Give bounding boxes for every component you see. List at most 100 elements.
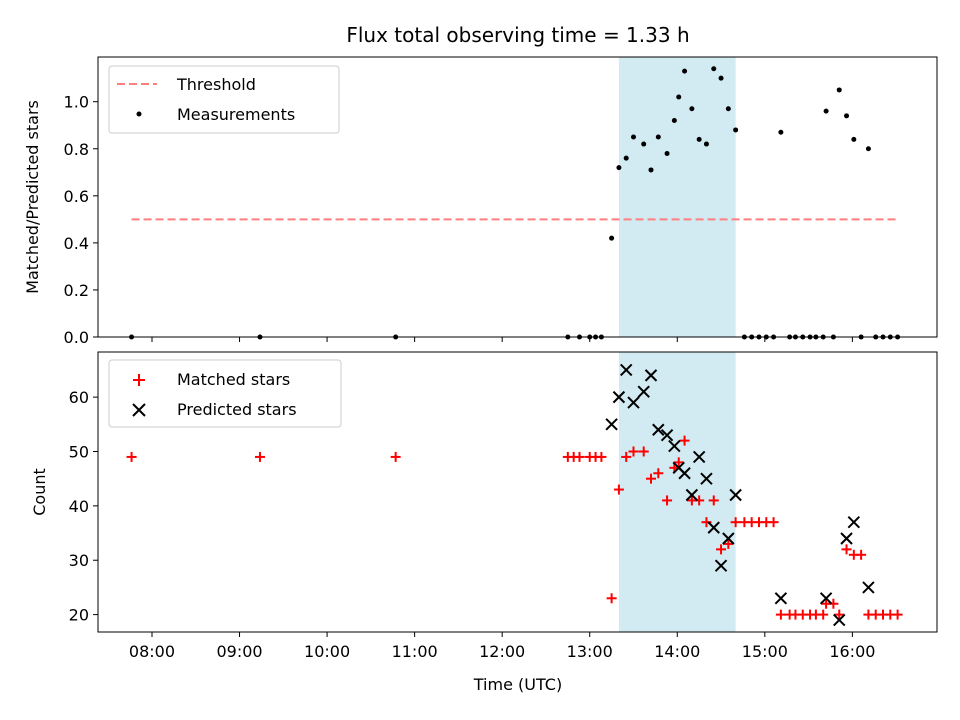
measurement-point xyxy=(682,68,688,74)
x-tick-label: 10:00 xyxy=(304,642,350,661)
top-series xyxy=(129,66,901,340)
top-y-axis-label: Matched/Predicted stars xyxy=(23,100,42,294)
measurement-point xyxy=(718,75,724,81)
measurement-point xyxy=(836,87,842,93)
matched-star-point xyxy=(694,495,705,506)
predicted-star-point xyxy=(729,488,742,502)
legend-measurements-swatch xyxy=(136,111,142,117)
matched-star-point xyxy=(730,517,741,528)
predicted-star-point xyxy=(652,423,665,436)
predicted-star-point xyxy=(668,439,681,453)
matched-star-point xyxy=(834,609,845,620)
measurement-point xyxy=(725,106,731,112)
matched-star-point xyxy=(653,468,664,479)
top-panel: Flux total observing time = 1.33 h 0.00.… xyxy=(23,23,938,347)
predicted-star-point xyxy=(605,418,618,431)
measurement-point xyxy=(733,127,739,133)
predicted-star-point xyxy=(722,532,735,545)
bottom-panel: 20 30 40 50 60 08:00 09:00 10:00 11:00 12:00 13:0… xyxy=(30,351,938,694)
predicted-star-point xyxy=(833,613,846,627)
predicted-star-point xyxy=(862,581,875,594)
predicted-star-point xyxy=(840,532,853,545)
predicted-star-point xyxy=(714,559,728,572)
measurement-point xyxy=(823,108,829,114)
measurement-point xyxy=(671,118,677,124)
x-tick-label: 09:00 xyxy=(216,642,262,661)
matched-star-point xyxy=(613,484,624,495)
matched-star-point xyxy=(716,544,727,555)
top-legend-box xyxy=(108,65,340,134)
predicted-star-point xyxy=(819,592,833,605)
matched-star-point xyxy=(646,473,657,484)
bottom-x-axis-label: Time (UTC) xyxy=(473,675,562,694)
top-shaded-interval xyxy=(618,57,736,337)
matched-star-point xyxy=(841,544,852,555)
bottom-legend-box xyxy=(108,359,342,428)
matched-star-point xyxy=(818,609,829,620)
matched-star-point xyxy=(856,549,867,560)
predicted-star-point xyxy=(660,428,674,442)
measurement-point xyxy=(844,113,850,119)
measurement-point xyxy=(609,235,615,241)
top-y-ticks: 0.0 0.2 0.4 0.6 0.8 1.0 xyxy=(64,93,98,347)
legend-threshold-label: Threshold xyxy=(176,75,256,94)
y-tick-label: 0.4 xyxy=(64,234,89,253)
matched-star-point xyxy=(126,451,137,462)
matched-star-point xyxy=(662,495,673,506)
matched-star-point xyxy=(574,451,585,462)
x-tick-label: 12:00 xyxy=(479,642,525,661)
predicted-star-point xyxy=(700,472,713,485)
top-legend: Threshold Measurements xyxy=(108,65,340,134)
measurement-point xyxy=(696,136,702,142)
x-tick-label: 16:00 xyxy=(829,642,875,661)
measurement-point xyxy=(851,136,857,142)
legend-predicted-label: Predicted stars xyxy=(177,400,297,419)
y-tick-label: 1.0 xyxy=(64,93,89,112)
matched-star-point xyxy=(638,446,649,457)
measurement-point xyxy=(648,167,654,173)
bottom-series xyxy=(126,363,903,627)
predicted-star-point xyxy=(644,369,658,382)
predicted-star-point xyxy=(678,467,691,480)
measurement-point xyxy=(641,141,647,147)
x-tick-label: 14:00 xyxy=(654,642,700,661)
matched-star-point xyxy=(775,609,786,620)
bottom-shaded-interval xyxy=(618,352,736,632)
measurement-point xyxy=(631,134,637,140)
top-x-ticks xyxy=(151,337,853,342)
legend-matched-label: Matched stars xyxy=(177,370,290,389)
matched-star-point xyxy=(254,451,265,462)
matched-star-point xyxy=(673,457,684,468)
legend-predicted-swatch xyxy=(132,403,146,417)
y-tick-label: 0.2 xyxy=(64,281,89,300)
predicted-star-point xyxy=(707,521,720,534)
measurement-point xyxy=(655,134,661,140)
predicted-star-point xyxy=(619,363,633,377)
y-tick-label: 50 xyxy=(69,442,89,461)
matched-star-point xyxy=(606,593,617,604)
predicted-star-point xyxy=(627,396,640,409)
measurement-point xyxy=(616,165,622,171)
predicted-star-point xyxy=(847,515,861,529)
y-tick-label: 20 xyxy=(69,606,89,625)
measurement-point xyxy=(664,150,670,156)
matched-star-point xyxy=(701,517,712,528)
matched-star-point xyxy=(723,538,734,549)
bottom-y-ticks: 20 30 40 50 60 xyxy=(69,388,98,625)
y-tick-label: 0.6 xyxy=(64,187,89,206)
matched-star-point xyxy=(892,609,903,620)
y-tick-label: 40 xyxy=(69,497,89,516)
measurement-point xyxy=(689,106,695,112)
chart-title: Flux total observing time = 1.33 h xyxy=(346,23,689,47)
top-plot-frame xyxy=(97,56,938,338)
matched-star-point xyxy=(679,435,690,446)
predicted-star-point xyxy=(685,488,699,502)
legend-matched-swatch xyxy=(133,374,145,386)
predicted-star-point xyxy=(692,450,706,464)
x-tick-label: 11:00 xyxy=(392,642,438,661)
legend-measurements-label: Measurements xyxy=(177,105,295,124)
bottom-legend: Matched stars Predicted stars xyxy=(108,359,342,428)
x-tick-label: 13:00 xyxy=(567,642,613,661)
predicted-star-point xyxy=(637,385,650,398)
